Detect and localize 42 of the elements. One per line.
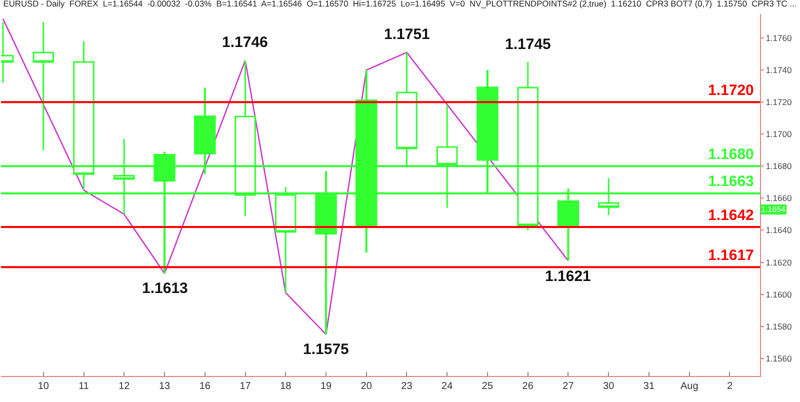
annotation: 1.1751 (384, 26, 430, 43)
y-tick-label: 1.1700 (766, 129, 792, 140)
annotation: 1.1746 (222, 34, 268, 51)
x-tick-label: 19 (320, 381, 332, 392)
annotation: 1.1621 (545, 268, 591, 285)
chart-title: EURUSD - Daily FOREX L=1.16544 -0.00032 -0.03% B=1.16541 A=1.16546 O=1.16570 Hi=1.16725 Lo=1.16495 V=0 NV_PLOTTRENDPOINTS#2 (2,true) 1.16210 CPR3 BOT7 (0,7) 1.15750 CPR3 TC ... (3, 0, 797, 9)
annotation: 1.1613 (142, 280, 188, 297)
y-tick-label: 1.1720 (766, 97, 792, 108)
annotation: 1.1654 (761, 205, 786, 214)
x-tick-label: 31 (643, 381, 655, 392)
x-tick-label: 17 (240, 381, 252, 392)
y-tick-label: 1.1640 (766, 225, 792, 236)
x-tick-label: 27 (562, 381, 574, 392)
x-tick-label: 13 (158, 381, 171, 392)
y-tick-label: 1.1620 (766, 257, 792, 268)
x-tick-label: 30 (603, 381, 615, 392)
ref-line-label: 1.1720 (708, 82, 754, 99)
x-tick-label: 26 (522, 381, 534, 392)
x-tick-label: 11 (78, 381, 90, 392)
x-tick-label: 20 (360, 381, 372, 392)
annotation: 1.1575 (303, 341, 349, 358)
y-tick-label: 1.1760 (766, 33, 792, 44)
y-tick-label: 1.1580 (766, 321, 792, 332)
ref-line-label: 1.1617 (708, 247, 754, 264)
y-tick-label: 1.1740 (766, 65, 792, 76)
ref-line-label: 1.1642 (708, 207, 754, 224)
x-tick-label: 2 (726, 381, 733, 392)
x-tick-label: 23 (401, 381, 413, 392)
x-tick-label: 24 (442, 381, 454, 392)
x-tick-label: Aug (680, 381, 698, 392)
y-tick-label: 1.1680 (766, 161, 792, 172)
x-tick-label: 25 (482, 381, 494, 392)
x-tick-label: 10 (38, 381, 50, 392)
x-tick-label: 16 (199, 381, 211, 392)
ref-line-label: 1.1663 (708, 173, 754, 190)
y-tick-label: 1.1560 (766, 353, 792, 364)
x-tick-label: 18 (280, 381, 292, 392)
y-tick-label: 1.1600 (766, 289, 792, 300)
ref-line-label: 1.1680 (708, 146, 754, 163)
y-tick-label: 1.1660 (766, 193, 792, 204)
x-tick-label: 12 (118, 381, 130, 392)
annotation: 1.1745 (505, 36, 551, 53)
